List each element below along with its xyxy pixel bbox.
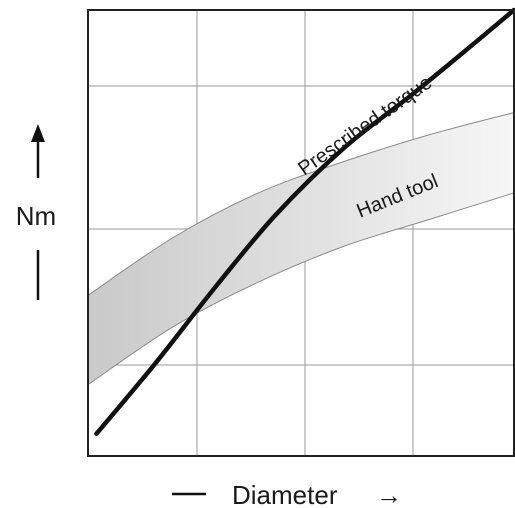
hand-tool-band-upper-edge [87,112,515,296]
x-axis-label: Diameter [232,480,338,508]
y-axis-label-group: Nm [16,124,56,300]
plot-frame [87,9,515,457]
x-axis-label-group: Diameter → [172,480,402,508]
x-axis-arrow-icon: → [376,480,402,508]
hand-tool-band-lower-edge [87,192,515,386]
y-axis-arrow-head-icon [31,124,45,142]
y-axis-label: Nm [16,201,56,231]
hand-tool-band [88,112,514,385]
prescribed-torque-line [94,7,515,436]
